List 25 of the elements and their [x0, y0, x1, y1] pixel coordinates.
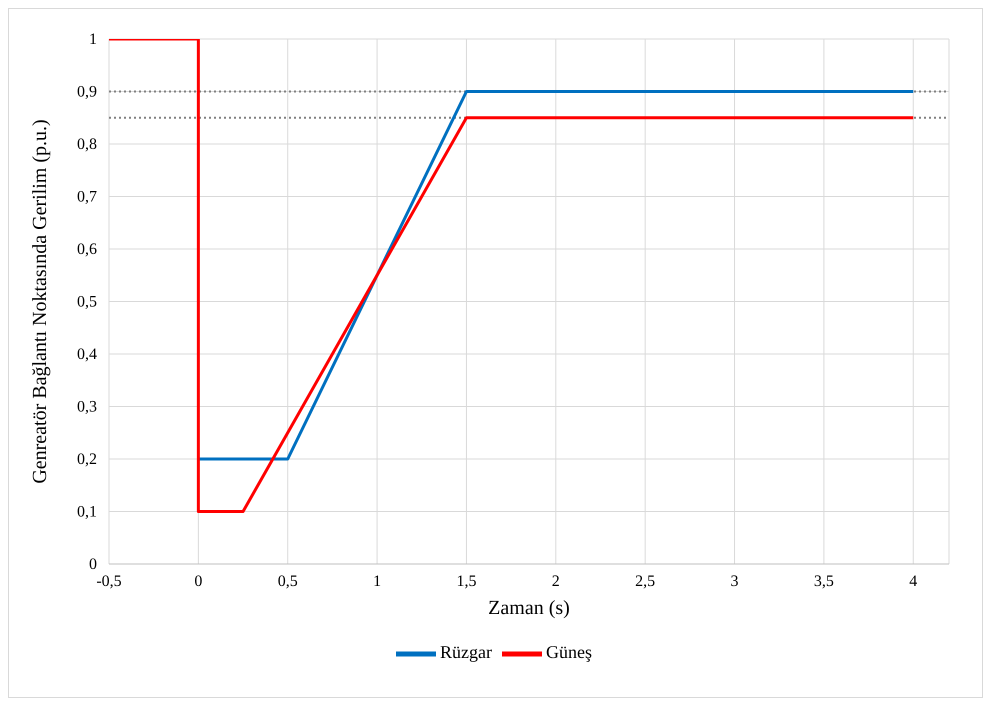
x-tick-label: 1 — [373, 573, 382, 590]
x-tick-label: 0 — [194, 573, 202, 590]
y-tick-label: 0,9 — [77, 84, 97, 100]
y-tick-label: 0,5 — [77, 294, 97, 310]
x-axis-title: Zaman (s) — [488, 597, 570, 619]
x-tick-label: -0,5 — [96, 573, 122, 590]
legend-label: Rüzgar — [440, 642, 492, 662]
y-tick-label: 0,6 — [77, 241, 97, 258]
y-tick-label: 0,3 — [77, 398, 97, 416]
x-tick-label: 0,5 — [278, 573, 298, 590]
y-tick-label: 0,8 — [77, 136, 97, 153]
y-tick-label: 1 — [89, 31, 97, 48]
x-tick-label: 3 — [730, 573, 739, 590]
y-axis-title: Genreatör Bağlantı Noktasında Gerilim (p.u.) — [29, 119, 52, 484]
x-tick-label: 4 — [909, 573, 918, 590]
y-tick-label: 0,4 — [77, 346, 97, 363]
x-tick-label: 2 — [552, 573, 560, 590]
x-tick-label: 2,5 — [635, 573, 656, 590]
x-tick-label: 1,5 — [456, 573, 476, 590]
y-tick-label: 0 — [89, 556, 97, 573]
y-tick-label: 0,7 — [77, 188, 97, 206]
y-tick-label: 0,1 — [77, 504, 97, 520]
y-tick-label: 0,2 — [77, 451, 97, 468]
x-tick-label: 3,5 — [814, 573, 834, 590]
legend-label: Güneş — [546, 642, 592, 662]
